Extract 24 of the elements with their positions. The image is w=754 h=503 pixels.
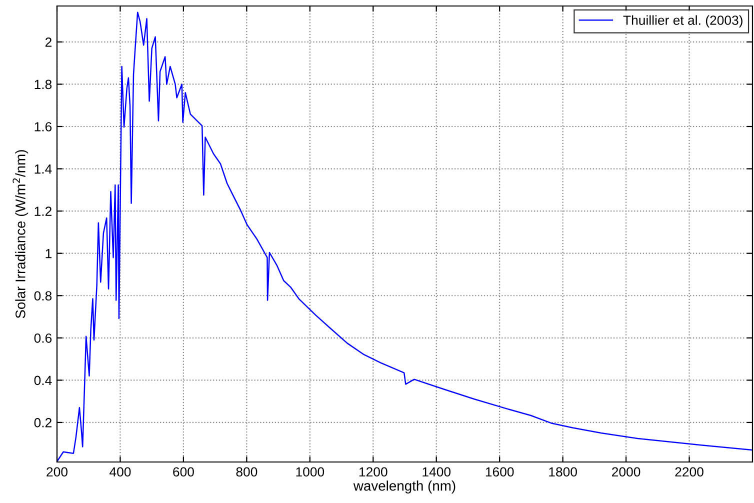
y-axis-title: Solar Irradiance (W/m$^{2}$/nm) (12, 150, 28, 318)
y-tick-label: 1.8 (34, 80, 52, 90)
x-tick-label: 1400 (422, 467, 451, 477)
x-axis-title: wavelength (nm) (353, 480, 456, 494)
x-tick-label: 2200 (675, 467, 704, 477)
y-tick-label: 1 (46, 249, 52, 258)
x-tick-label: 200 (46, 467, 68, 477)
x-tick-label: 800 (236, 467, 258, 477)
y-tick-label: 0.2 (34, 418, 52, 428)
y-tick-label: 0.8 (34, 291, 52, 301)
y-tick-label: 1.4 (34, 164, 52, 174)
y-tick-label: 1.6 (34, 122, 52, 132)
y-tick-label: 0.4 (34, 376, 52, 386)
y-tick-label: 1.2 (34, 206, 52, 216)
y-tick-label: 2 (45, 38, 52, 47)
x-tick-label: 600 (173, 467, 194, 477)
x-tick-label: 2000 (612, 467, 640, 477)
x-tick-label: 400 (110, 467, 131, 477)
x-tick-label: 1600 (486, 467, 514, 477)
y-tick-label: 0.6 (34, 333, 52, 343)
x-tick-label: 1000 (296, 467, 324, 477)
legend-label: Thuillier et al. (2003) (623, 15, 742, 28)
x-tick-label: 1800 (549, 467, 577, 477)
x-tick-label: 1200 (359, 467, 388, 477)
